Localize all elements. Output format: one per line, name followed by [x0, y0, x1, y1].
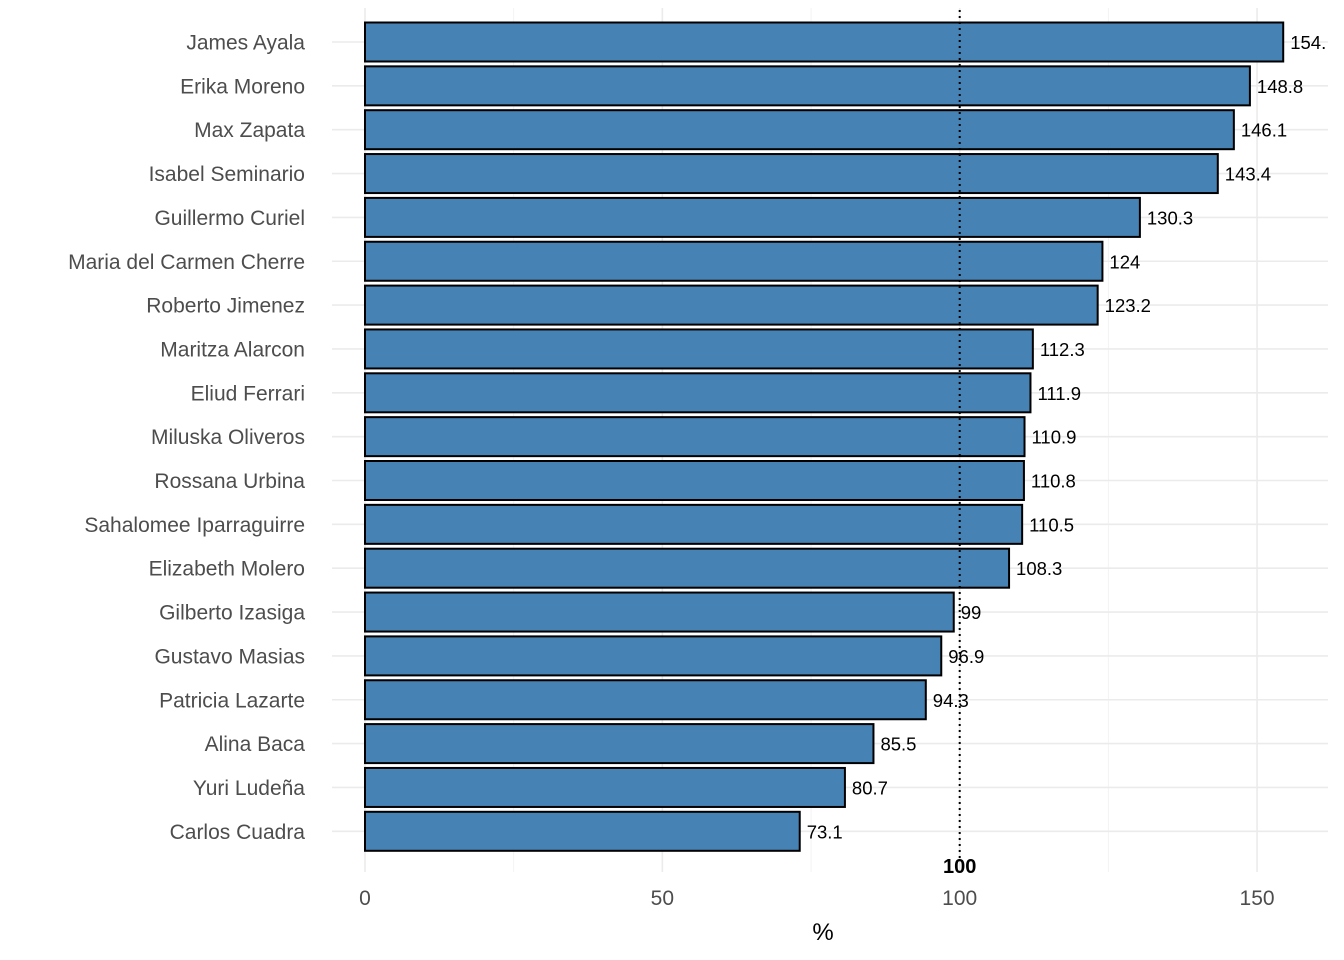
category-label: Patricia Lazarte [159, 689, 305, 712]
category-label: Maria del Carmen Cherre [68, 251, 305, 274]
bar [364, 372, 1032, 414]
x-axis-title: % [812, 919, 833, 946]
bar [364, 460, 1025, 501]
category-labels: James Ayala Erika Moreno Max Zapata Isabel … [68, 32, 305, 844]
data-label: 94.3 [933, 690, 969, 711]
bar [364, 284, 1099, 326]
category-label: Maritza Alarcon [160, 338, 305, 361]
data-label: 130.3 [1147, 207, 1193, 228]
data-labels: 154. 148.8 146.1 143.4 130.3 124 123.2 112.3 111… [807, 32, 1327, 842]
bar [364, 196, 1141, 238]
category-label: Gilberto Izasiga [159, 602, 305, 625]
category-label: Guillermo Curiel [154, 207, 305, 230]
category-label: Rossana Urbina [154, 470, 305, 493]
data-label: 111.9 [1037, 383, 1081, 404]
category-label: Carlos Cuadra [170, 821, 306, 844]
x-tick-label: 150 [1240, 887, 1275, 910]
bar [364, 503, 1024, 545]
reference-line-label: 100 [943, 856, 976, 878]
data-label: 143.4 [1225, 164, 1271, 185]
category-label: Roberto Jimenez [146, 295, 305, 318]
data-label: 123.2 [1105, 295, 1151, 316]
category-label: Elizabeth Molero [149, 558, 305, 581]
bar [364, 328, 1034, 370]
category-label: Eliud Ferrari [191, 382, 305, 405]
bar [364, 240, 1104, 282]
bar [364, 810, 801, 852]
category-label: Alina Baca [205, 733, 306, 756]
bar [364, 153, 1219, 195]
data-label: 108.3 [1016, 558, 1062, 579]
data-label: 85.5 [880, 734, 916, 755]
x-tick-label: 0 [359, 887, 371, 910]
category-label: Yuri Ludeña [193, 777, 305, 800]
data-label: 154. [1290, 32, 1326, 53]
reference-line-group: 100 [943, 10, 976, 878]
x-tick-label: 100 [942, 887, 977, 910]
bar [364, 109, 1235, 151]
data-label: 96.9 [948, 646, 984, 667]
data-label: 73.1 [807, 821, 843, 842]
bar [364, 65, 1251, 107]
data-label: 110.9 [1032, 427, 1077, 448]
data-label: 110.8 [1031, 471, 1076, 492]
category-label: James Ayala [186, 32, 305, 55]
category-label: Miluska Oliveros [151, 426, 305, 449]
data-label: 99 [961, 602, 982, 623]
data-label: 146.1 [1241, 120, 1287, 141]
category-label: Sahalomee Iparraguirre [84, 514, 305, 537]
x-axis-ticks: 0 50 100 150 [359, 887, 1274, 910]
bar [364, 766, 846, 808]
bar [364, 635, 943, 677]
bar [364, 21, 1285, 63]
category-label: Isabel Seminario [149, 163, 305, 186]
data-label: 148.8 [1257, 76, 1303, 97]
category-label: Erika Moreno [180, 75, 305, 98]
data-label: 124 [1109, 251, 1140, 272]
bar [364, 723, 875, 765]
data-label: 112.3 [1040, 339, 1085, 360]
x-tick-label: 50 [651, 887, 674, 910]
data-label: 110.5 [1029, 514, 1074, 535]
category-label: Gustavo Masias [154, 645, 305, 668]
bar [364, 547, 1011, 589]
bars [364, 21, 1285, 852]
category-label: Max Zapata [194, 119, 305, 142]
bar [364, 416, 1026, 458]
bar [364, 679, 927, 721]
bar [364, 591, 955, 633]
data-label: 80.7 [852, 777, 888, 798]
